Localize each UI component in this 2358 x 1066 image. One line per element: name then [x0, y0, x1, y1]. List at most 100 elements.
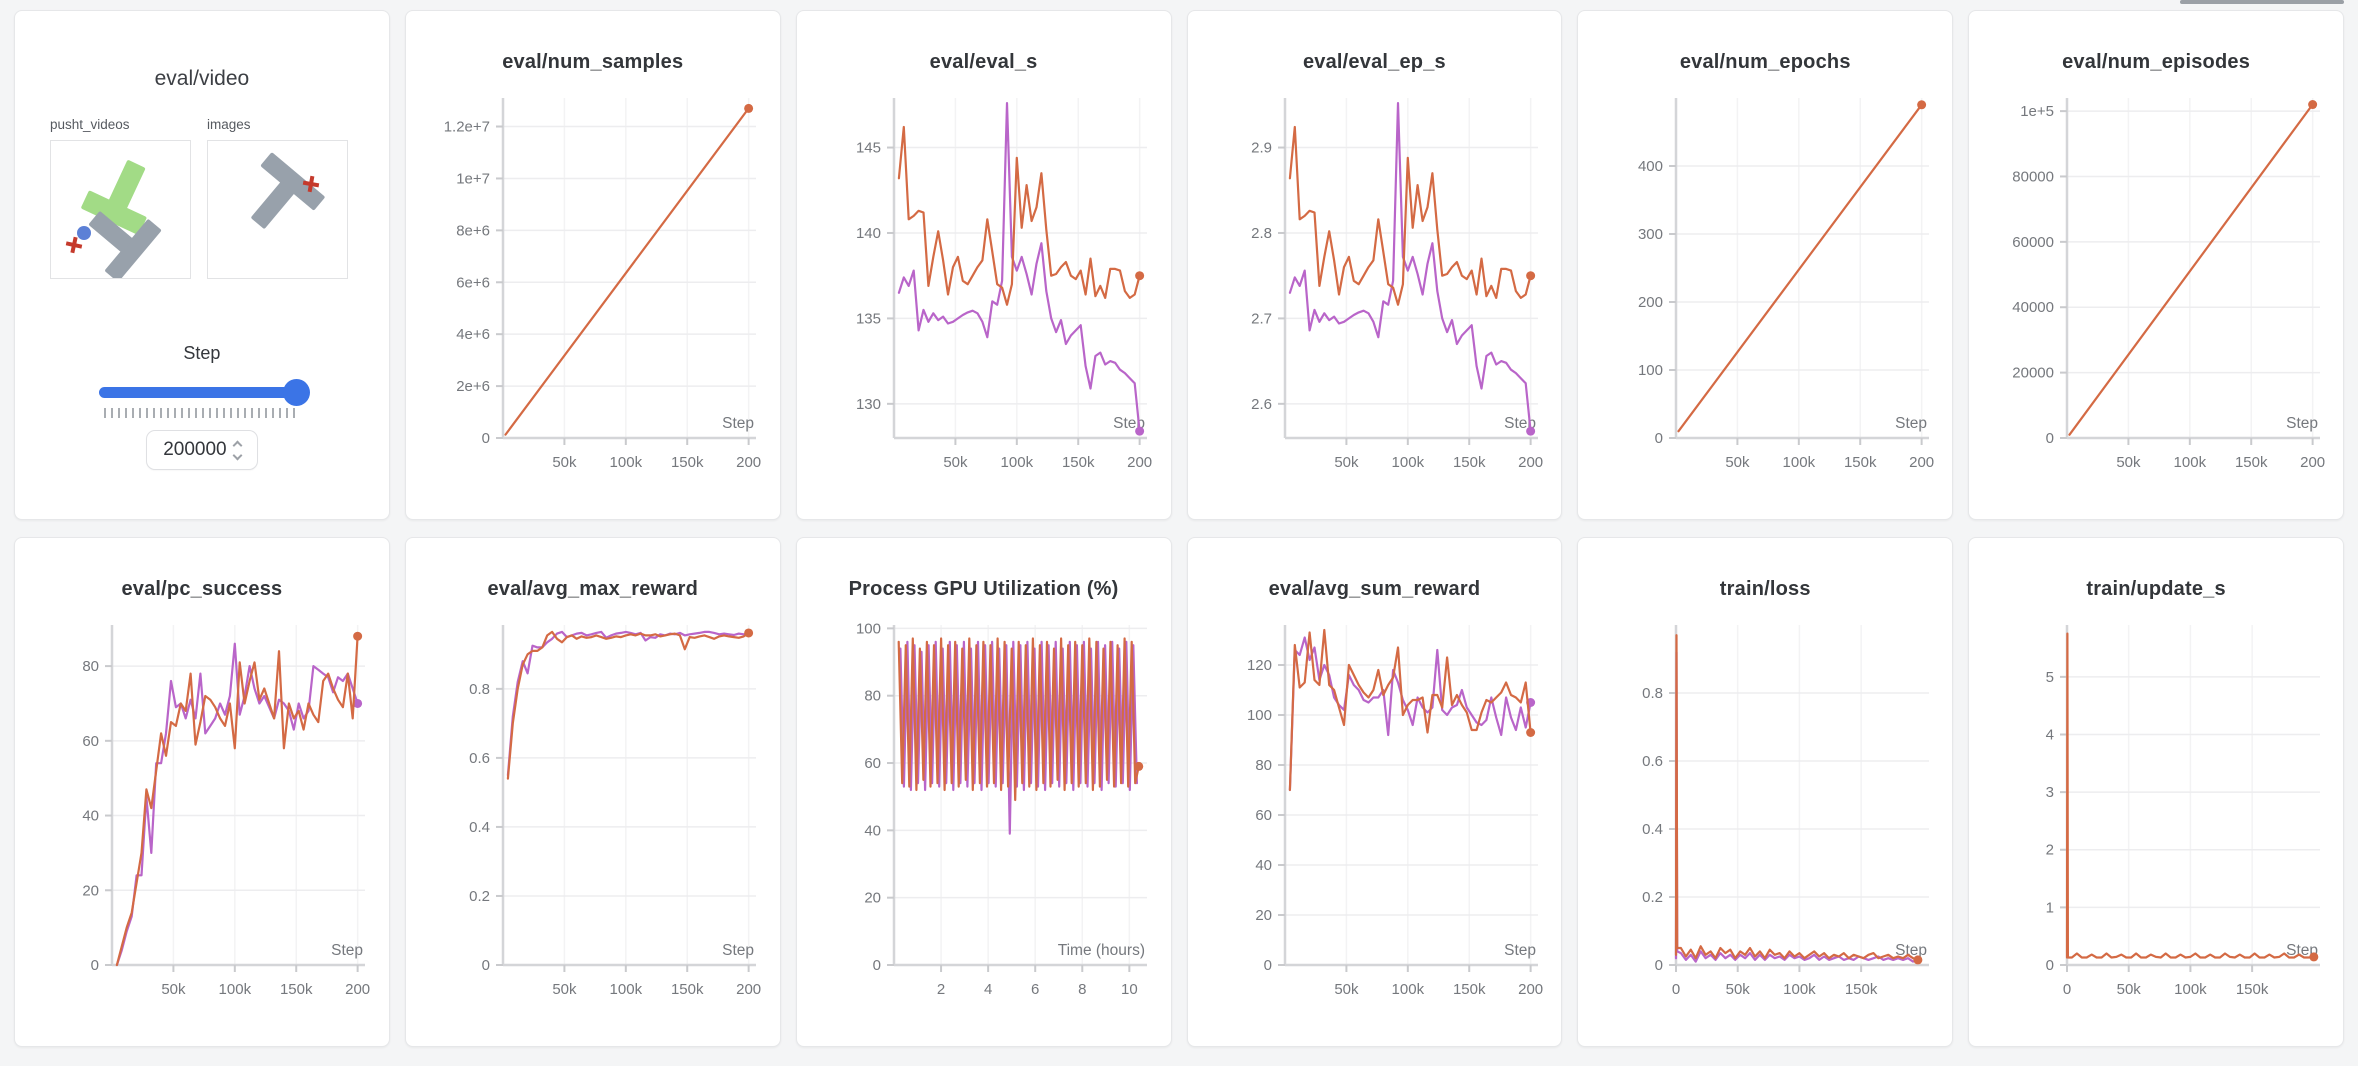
svg-text:200: 200 [1638, 294, 1663, 311]
train-update-s-chart[interactable]: 0 1 2 3 4 5 0 50k 100k 150k Step [1969, 615, 2343, 1015]
svg-text:50k: 50k [943, 454, 968, 471]
svg-text:50k: 50k [553, 981, 578, 998]
svg-text:1e+7: 1e+7 [456, 170, 490, 187]
svg-text:0: 0 [1654, 957, 1662, 974]
svg-text:40: 40 [83, 808, 100, 825]
panel-eval-eval-s: eval/eval_s 130 135 140 145 50k 100k 150k 200 St… [795, 10, 1172, 520]
svg-text:0.2: 0.2 [469, 888, 490, 905]
svg-text:20: 20 [864, 890, 881, 907]
avg-sum-reward-chart[interactable]: 0 20 40 60 80 100 120 50k 100k 150k 200 Step [1188, 615, 1562, 1015]
panel-eval-num-epochs: eval/num_epochs 0 100 200 300 400 50k 100k 150k… [1577, 10, 1954, 520]
chart-title: train/loss [1719, 578, 1811, 600]
svg-text:100k: 100k [1001, 454, 1034, 471]
pusht-videos-thumbnail[interactable] [50, 140, 191, 282]
panel-eval-avg-max-reward: eval/avg_max_reward 0 0.2 0.4 0.6 0.8 50k 100k… [404, 537, 781, 1047]
svg-text:80: 80 [864, 688, 881, 705]
svg-text:60: 60 [83, 733, 100, 750]
svg-text:Step: Step [1504, 942, 1536, 959]
eval-ep-s-chart[interactable]: 2.6 2.7 2.8 2.9 50k 100k 150k 200 Step [1188, 88, 1562, 488]
svg-text:4: 4 [2045, 726, 2053, 743]
horizontal-scrollbar[interactable] [2180, 0, 2344, 4]
num-epochs-chart[interactable]: 0 100 200 300 400 50k 100k 150k 200 Step [1578, 88, 1952, 488]
panel-gpu-utilization: Process GPU Utilization (%) 0 20 40 60 80 100… [795, 537, 1172, 1047]
svg-text:200: 200 [736, 981, 761, 998]
svg-text:Step: Step [332, 942, 364, 959]
svg-text:1e+5: 1e+5 [2020, 103, 2054, 120]
svg-text:2: 2 [937, 981, 945, 998]
svg-text:0.8: 0.8 [469, 681, 490, 698]
svg-text:0: 0 [873, 957, 881, 974]
svg-text:200: 200 [1518, 981, 1543, 998]
svg-text:8: 8 [1078, 981, 1086, 998]
svg-text:200: 200 [736, 454, 761, 471]
svg-text:100: 100 [856, 620, 881, 637]
svg-text:100k: 100k [1783, 981, 1816, 998]
svg-text:4: 4 [984, 981, 992, 998]
svg-text:50k: 50k [162, 981, 187, 998]
chart-title: eval/num_epochs [1679, 51, 1851, 73]
svg-text:50k: 50k [1725, 454, 1750, 471]
pc-success-chart[interactable]: 0 20 40 60 80 50k 100k 150k 200 Step [15, 615, 389, 1015]
eval-s-chart[interactable]: 130 135 140 145 50k 100k 150k 200 Step [797, 88, 1171, 488]
svg-text:8e+6: 8e+6 [456, 222, 490, 239]
svg-text:0: 0 [1264, 957, 1272, 974]
svg-text:300: 300 [1638, 226, 1663, 243]
svg-text:50k: 50k [553, 454, 578, 471]
svg-text:Step: Step [1895, 942, 1927, 959]
svg-text:100k: 100k [610, 981, 643, 998]
svg-text:100k: 100k [610, 454, 643, 471]
svg-text:6: 6 [1031, 981, 1039, 998]
svg-text:40000: 40000 [2012, 299, 2054, 316]
svg-text:145: 145 [856, 140, 881, 157]
svg-text:6e+6: 6e+6 [456, 274, 490, 291]
svg-text:80: 80 [1255, 757, 1272, 774]
avg-max-reward-chart[interactable]: 0 0.2 0.4 0.6 0.8 50k 100k 150k 200 Step [406, 615, 780, 1015]
svg-text:0.6: 0.6 [1642, 753, 1663, 770]
svg-text:2.8: 2.8 [1251, 225, 1272, 242]
svg-text:200: 200 [1518, 454, 1543, 471]
svg-text:2.9: 2.9 [1251, 140, 1272, 157]
step-increment-icon[interactable] [232, 440, 243, 450]
agent-dot [77, 226, 91, 240]
svg-text:0: 0 [482, 430, 490, 447]
images-thumbnail[interactable] [207, 140, 348, 279]
svg-text:3: 3 [2045, 784, 2053, 801]
svg-text:100k: 100k [1782, 454, 1815, 471]
panel-eval-pc-success: eval/pc_success 0 20 40 60 80 50k 100k 150k 200 S… [14, 537, 390, 1047]
chart-title: eval/eval_ep_s [1302, 51, 1446, 73]
num-episodes-chart[interactable]: 0 20000 40000 60000 80000 1e+5 50k 100k 150k 200 S… [1969, 88, 2343, 488]
gpu-utilization-chart[interactable]: 0 20 40 60 80 100 2 4 6 8 10 Time (hours) [797, 615, 1171, 1015]
svg-text:20000: 20000 [2012, 365, 2054, 382]
svg-text:50k: 50k [1334, 981, 1359, 998]
svg-text:150k: 150k [1453, 454, 1486, 471]
svg-text:50k: 50k [2116, 981, 2141, 998]
step-decrement-icon[interactable] [232, 450, 243, 460]
chart-title: train/update_s [2086, 578, 2226, 600]
media-row: pusht_videos [50, 117, 389, 282]
step-slider-track[interactable] [99, 387, 305, 398]
svg-text:20: 20 [1255, 907, 1272, 924]
svg-text:150k: 150k [671, 981, 704, 998]
svg-text:150k: 150k [2235, 981, 2268, 998]
svg-text:100: 100 [1247, 707, 1272, 724]
svg-text:50k: 50k [1725, 981, 1750, 998]
train-loss-chart[interactable]: 0 0.2 0.4 0.6 0.8 0 50k 100k 150k Step [1578, 615, 1952, 1015]
svg-text:2: 2 [2045, 842, 2053, 859]
svg-text:0.8: 0.8 [1642, 685, 1663, 702]
step-slider[interactable] [99, 379, 311, 406]
gray-t-block [251, 152, 325, 229]
svg-text:60000: 60000 [2012, 234, 2054, 251]
svg-text:0: 0 [1654, 430, 1662, 447]
panel-eval-video: eval/video pusht_videos [14, 10, 390, 520]
num-samples-chart[interactable]: 0 2e+6 4e+6 6e+6 8e+6 1e+7 1.2e+7 50k 100k 150k 20… [406, 88, 780, 488]
media-key-label: pusht_videos [50, 117, 130, 132]
svg-text:200: 200 [346, 981, 371, 998]
svg-text:150k: 150k [280, 981, 313, 998]
svg-text:0: 0 [2045, 430, 2053, 447]
step-slider-thumb[interactable] [283, 379, 311, 406]
svg-text:Time (hours): Time (hours) [1058, 942, 1145, 959]
svg-text:0: 0 [482, 957, 490, 974]
svg-text:Step: Step [2286, 415, 2318, 432]
svg-text:Step: Step [1895, 415, 1927, 432]
step-input[interactable]: 200000 [145, 430, 258, 470]
